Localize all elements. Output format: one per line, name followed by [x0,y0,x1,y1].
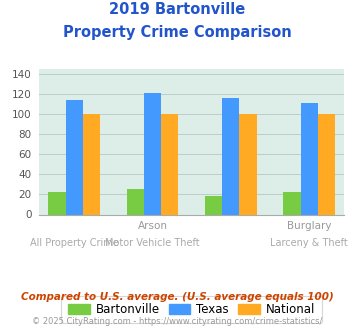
Text: Arson: Arson [137,221,168,231]
Bar [144,93,161,214]
Bar [161,115,179,214]
Bar [48,192,66,214]
Text: Motor Vehicle Theft: Motor Vehicle Theft [105,238,200,248]
Text: 2019 Bartonville: 2019 Bartonville [109,2,246,16]
Text: Burglary: Burglary [287,221,331,231]
Bar [222,98,240,214]
Bar [318,115,335,214]
Text: All Property Crime: All Property Crime [30,238,119,248]
Bar [301,103,318,214]
Legend: Bartonville, Texas, National: Bartonville, Texas, National [61,296,322,323]
Bar [205,196,222,214]
Text: © 2025 CityRating.com - https://www.cityrating.com/crime-statistics/: © 2025 CityRating.com - https://www.city… [32,317,323,326]
Bar [127,189,144,214]
Text: Property Crime Comparison: Property Crime Comparison [63,25,292,40]
Bar [83,115,100,214]
Bar [283,192,301,214]
Text: Compared to U.S. average. (U.S. average equals 100): Compared to U.S. average. (U.S. average … [21,292,334,302]
Text: Larceny & Theft: Larceny & Theft [270,238,348,248]
Bar [240,115,257,214]
Bar [66,100,83,214]
